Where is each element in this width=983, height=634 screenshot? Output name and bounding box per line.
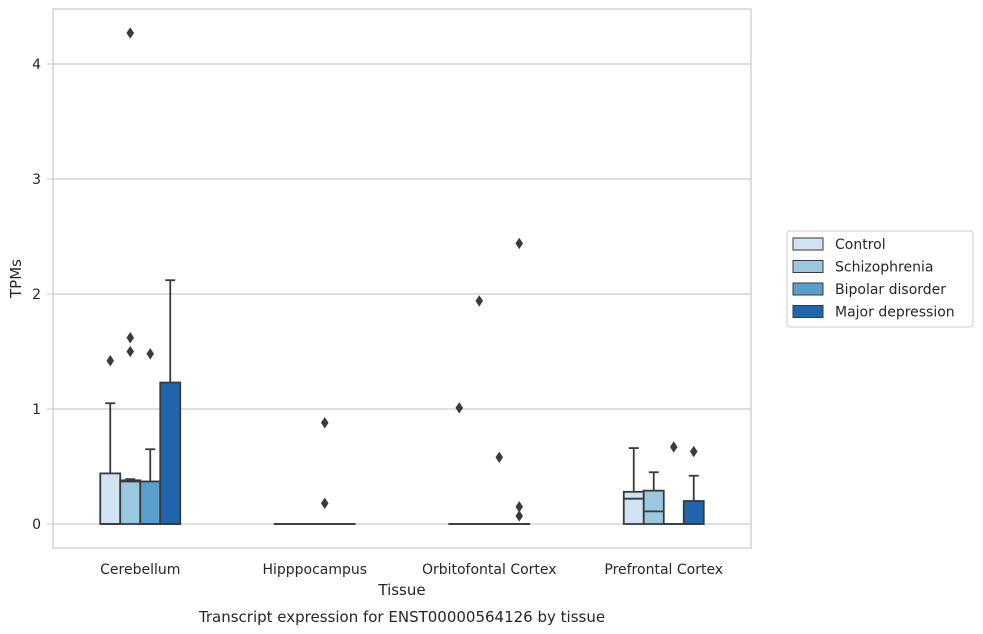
outlier-point (515, 501, 524, 513)
box-body (642, 489, 665, 525)
box-cerebellum (119, 27, 142, 525)
x-axis-label: Tissue (377, 581, 425, 599)
outlier-point (455, 402, 464, 414)
series-schizophrenia (119, 27, 665, 525)
y-tick-label: 4 (32, 57, 41, 73)
legend-swatch (792, 282, 824, 296)
legend-swatch (792, 260, 824, 273)
chart-caption: Transcript expression for ENST0000056412… (198, 608, 605, 626)
box-prefrontal-cortex (662, 441, 685, 525)
gridlines (53, 63, 751, 525)
outlier-point (126, 345, 135, 358)
box-prefrontal-cortex (642, 471, 665, 525)
legend: Control Schizophrenia Bipolar disorder Majo… (786, 230, 974, 328)
outlier-point (689, 445, 698, 458)
y-tick-label: 1 (32, 402, 41, 418)
box-body (99, 472, 122, 525)
box-cerebellum (99, 355, 122, 525)
outlier-point (515, 510, 524, 522)
outlier-point (669, 441, 678, 453)
box-orbitofontal-cortex (488, 451, 511, 525)
box-prefrontal-cortex (622, 447, 645, 525)
legend-label: Bipolar disorder (835, 282, 946, 298)
x-tick-label: Prefrontal Cortex (604, 562, 723, 578)
outlier-point (495, 451, 504, 463)
box-hipppocampus (313, 417, 336, 525)
y-axis-label: TPMs (7, 259, 25, 299)
legend-label: Major depression (835, 305, 955, 321)
legend-label: Schizophrenia (835, 260, 933, 276)
y-axis-ticks: 0 1 2 3 4 (32, 57, 53, 533)
outlier-point (320, 417, 329, 429)
legend-frame (786, 230, 974, 328)
outlier-point (475, 295, 484, 307)
outlier-point (146, 348, 155, 360)
plot-frame (52, 8, 752, 549)
box-orbitofontal-cortex (448, 402, 471, 525)
x-tick-label: Cerebellum (100, 562, 180, 578)
x-axis-ticks: Cerebellum Hipppocampus Orbitofontal Corte… (100, 562, 723, 578)
box-cerebellum (159, 279, 182, 525)
legend-swatch (792, 305, 824, 318)
x-tick-label: Hipppocampus (262, 562, 367, 578)
outlier-point (320, 497, 329, 509)
box-body (119, 479, 142, 525)
box-body (682, 500, 705, 525)
box-series (99, 27, 705, 525)
y-tick-label: 3 (32, 172, 41, 188)
outlier-point (126, 332, 135, 344)
legend-label: Control (835, 237, 886, 253)
y-tick-label: 2 (32, 287, 41, 303)
x-tick-label: Orbitofontal Cortex (422, 562, 557, 578)
box-body (139, 480, 162, 525)
y-tick-label: 0 (32, 517, 41, 533)
box-body (159, 381, 182, 525)
legend-swatch (792, 237, 824, 251)
series-major-depression (159, 237, 705, 525)
box-orbitofontal-cortex (468, 295, 491, 525)
box-prefrontal-cortex (682, 445, 705, 525)
box-orbitofontal-cortex (508, 237, 531, 525)
outlier-point (515, 237, 524, 250)
box-body (622, 490, 645, 525)
box-cerebellum (139, 348, 162, 525)
outlier-point (126, 27, 135, 39)
series-control (99, 355, 645, 525)
outlier-point (106, 355, 115, 367)
series-bipolar-disorder (139, 348, 685, 525)
